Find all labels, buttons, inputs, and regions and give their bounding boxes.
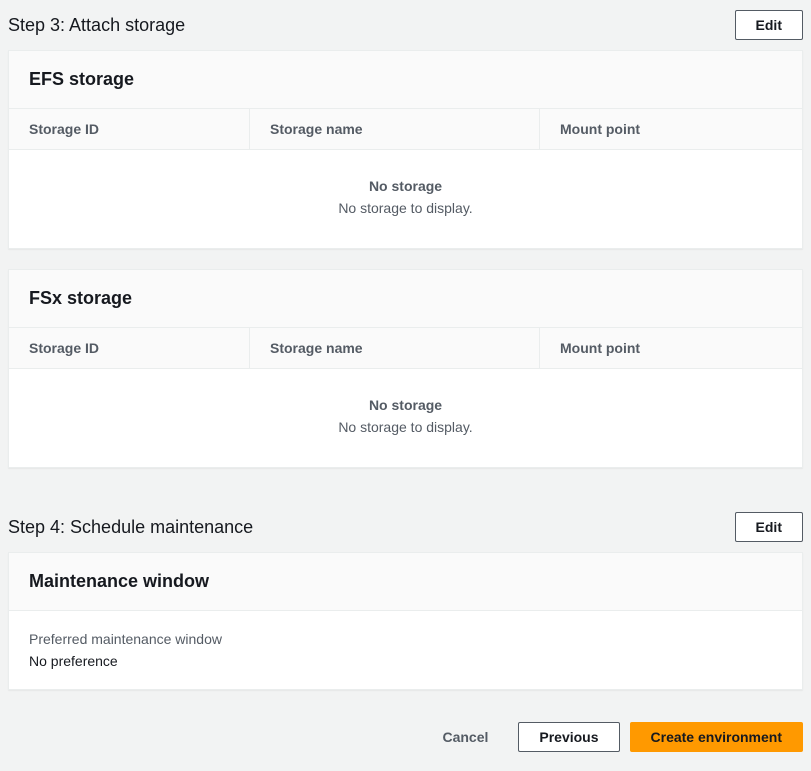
efs-col-storage-id: Storage ID bbox=[9, 109, 249, 149]
fsx-storage-panel: FSx storage Storage ID Storage name Moun… bbox=[8, 269, 803, 468]
efs-table-header: Storage ID Storage name Mount point bbox=[9, 109, 802, 150]
efs-empty-title: No storage bbox=[9, 178, 802, 194]
cancel-button[interactable]: Cancel bbox=[422, 723, 508, 751]
step3-edit-button[interactable]: Edit bbox=[735, 10, 803, 40]
efs-storage-panel: EFS storage Storage ID Storage name Moun… bbox=[8, 50, 803, 249]
fsx-panel-title: FSx storage bbox=[9, 270, 802, 328]
fsx-table-header: Storage ID Storage name Mount point bbox=[9, 328, 802, 369]
step4-edit-button[interactable]: Edit bbox=[735, 512, 803, 542]
fsx-empty-state: No storage No storage to display. bbox=[9, 369, 802, 467]
step3-title: Step 3: Attach storage bbox=[8, 15, 185, 36]
efs-empty-state: No storage No storage to display. bbox=[9, 150, 802, 248]
efs-empty-subtitle: No storage to display. bbox=[9, 200, 802, 216]
maintenance-field-value: No preference bbox=[29, 653, 782, 669]
fsx-col-storage-id: Storage ID bbox=[9, 328, 249, 368]
fsx-col-mount-point: Mount point bbox=[539, 328, 802, 368]
efs-col-storage-name: Storage name bbox=[249, 109, 539, 149]
create-environment-button[interactable]: Create environment bbox=[630, 722, 803, 752]
wizard-footer: Cancel Previous Create environment bbox=[8, 710, 803, 756]
fsx-col-storage-name: Storage name bbox=[249, 328, 539, 368]
maintenance-field-label: Preferred maintenance window bbox=[29, 631, 782, 647]
previous-button[interactable]: Previous bbox=[518, 722, 619, 752]
maintenance-window-panel: Maintenance window Preferred maintenance… bbox=[8, 552, 803, 690]
step4-header: Step 4: Schedule maintenance Edit bbox=[8, 510, 803, 552]
efs-panel-title: EFS storage bbox=[9, 51, 802, 109]
maintenance-field: Preferred maintenance window No preferen… bbox=[9, 611, 802, 689]
step4-title: Step 4: Schedule maintenance bbox=[8, 517, 253, 538]
efs-col-mount-point: Mount point bbox=[539, 109, 802, 149]
maintenance-panel-title: Maintenance window bbox=[9, 553, 802, 611]
step3-header: Step 3: Attach storage Edit bbox=[8, 8, 803, 50]
fsx-empty-title: No storage bbox=[9, 397, 802, 413]
fsx-empty-subtitle: No storage to display. bbox=[9, 419, 802, 435]
